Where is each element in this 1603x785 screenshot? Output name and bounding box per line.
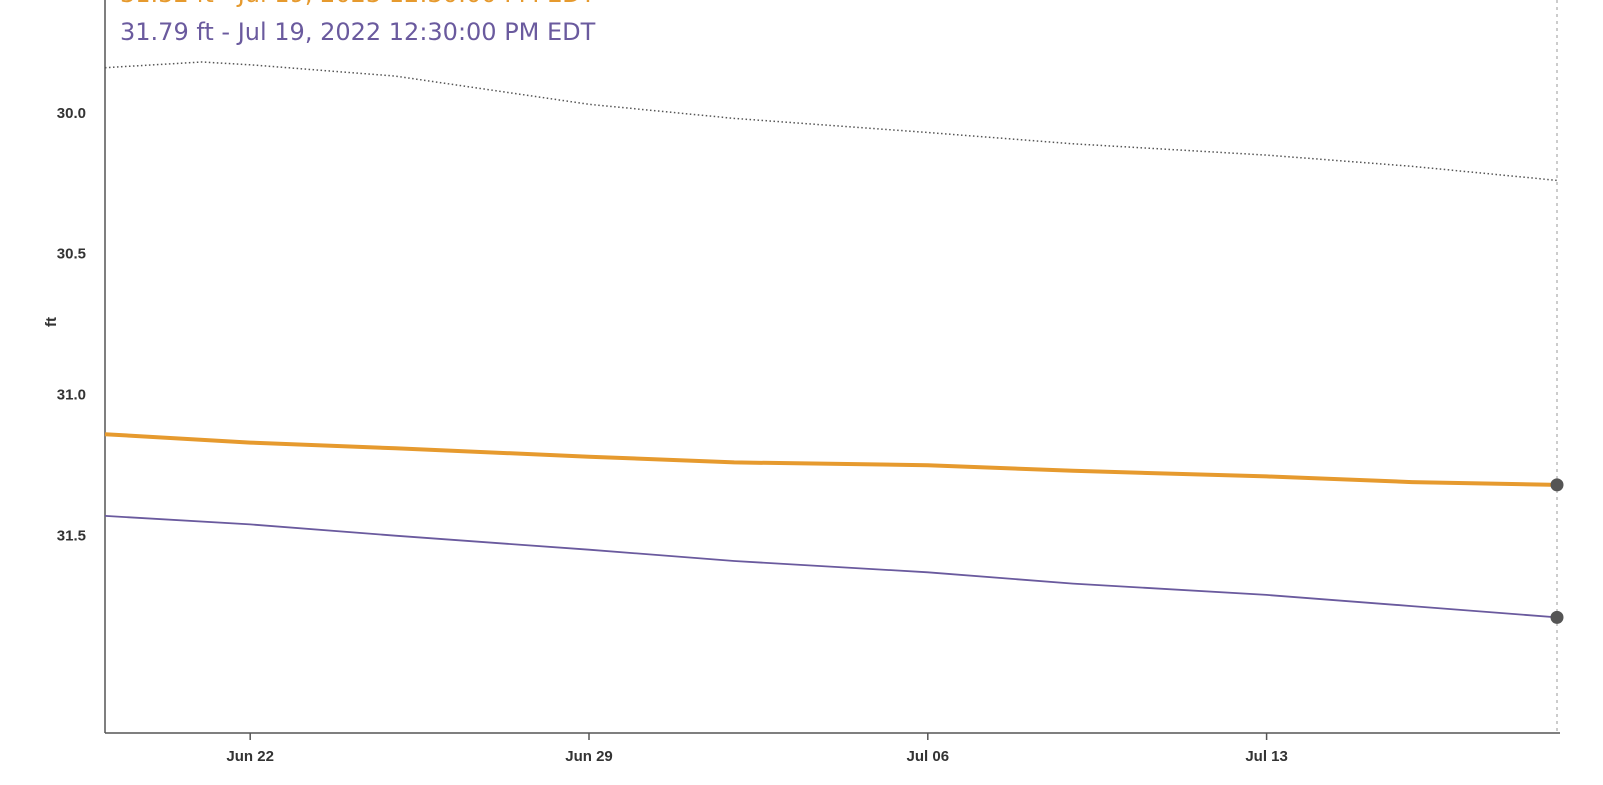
legend-entry-2023: 31.32 ft - Jul 19, 2023 12:30:00 PM EDT xyxy=(120,0,596,8)
legend: 31.32 ft - Jul 19, 2023 12:30:00 PM EDT … xyxy=(120,0,596,46)
x-tick-label: Jun 29 xyxy=(565,748,613,765)
series-line-2 xyxy=(104,515,1558,619)
x-tick-label: Jul 06 xyxy=(907,748,950,765)
series-endpoint-marker-2 xyxy=(1550,610,1564,624)
legend-entry-2022: 31.79 ft - Jul 19, 2022 12:30:00 PM EDT xyxy=(120,18,596,46)
y-ticks: 30.0 30.5 31.0 31.5 xyxy=(57,105,86,545)
y-tick-label: 30.0 xyxy=(57,105,86,122)
y-tick-label: 30.5 xyxy=(57,246,86,263)
y-axis-label: ft xyxy=(43,317,60,327)
series-endpoint-marker-1 xyxy=(1550,478,1564,492)
series-line-1 xyxy=(104,432,1558,487)
x-tick-label: Jul 13 xyxy=(1245,748,1288,765)
y-tick-label: 31.0 xyxy=(57,387,86,404)
y-tick-label: 31.5 xyxy=(57,528,86,545)
x-ticks: Jun 22 Jun 29 Jul 06 Jul 13 xyxy=(226,733,1288,765)
series-layer xyxy=(104,61,1564,624)
x-tick-label: Jun 22 xyxy=(226,748,274,765)
series-line-0 xyxy=(104,61,1558,182)
